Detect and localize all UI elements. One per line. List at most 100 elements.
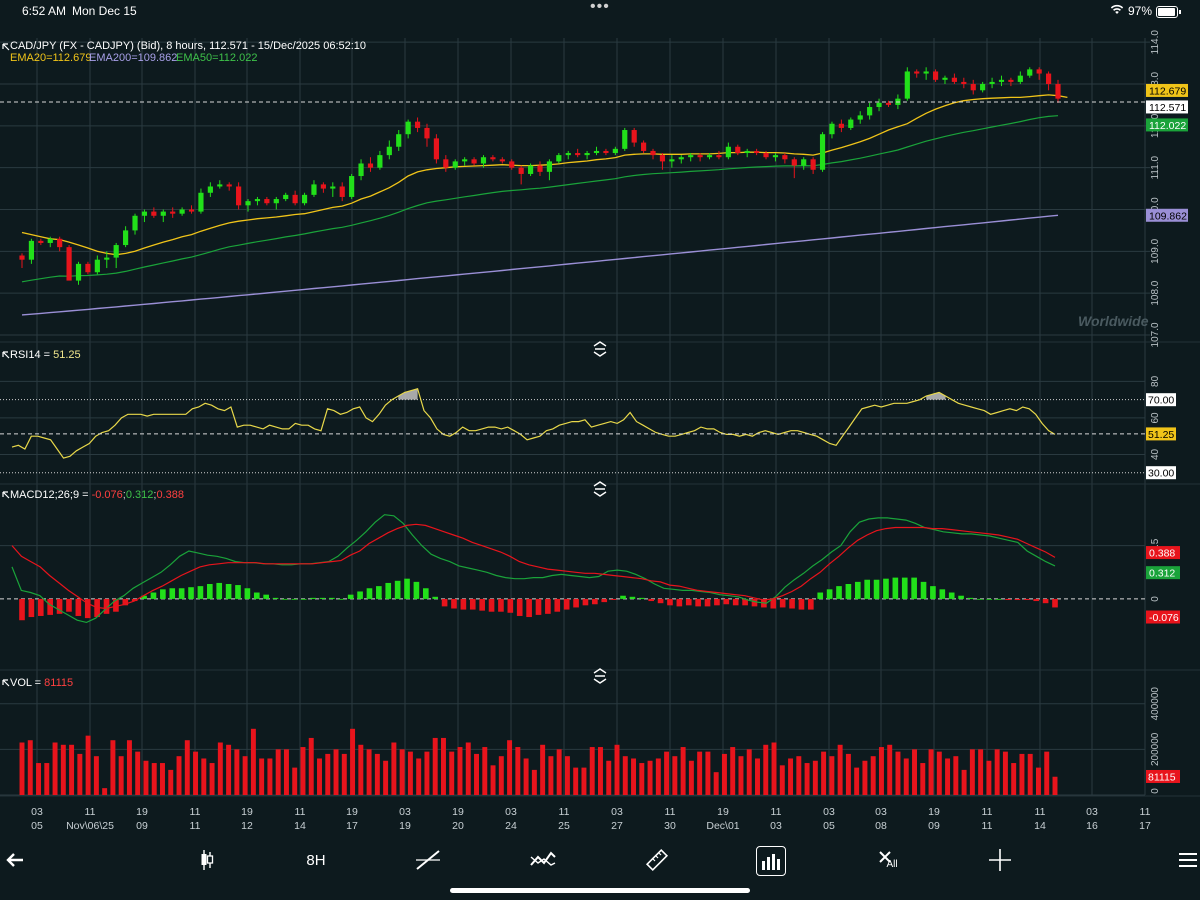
candle — [1036, 67, 1042, 80]
candle — [885, 100, 892, 108]
volume-bar — [688, 760, 694, 795]
macd-value-tag: 0.388 — [1146, 546, 1180, 560]
candle-body — [914, 71, 920, 74]
price-tag-bg — [1146, 100, 1188, 114]
volume-bar — [515, 747, 521, 795]
macd-histogram-bar — [911, 577, 917, 599]
candle — [1055, 79, 1061, 103]
multitask-dots-icon[interactable]: ••• — [590, 0, 610, 15]
trendline-icon[interactable] — [414, 846, 442, 874]
rsi-level-tag: 70.00 — [1146, 393, 1176, 407]
panel-resize-handle-icon[interactable] — [593, 481, 607, 497]
candle-body — [659, 155, 666, 162]
candle-body — [47, 238, 53, 243]
volume-bar — [755, 758, 760, 795]
candle — [424, 123, 430, 147]
volume-bar — [259, 758, 265, 795]
ruler-icon[interactable] — [644, 846, 670, 874]
home-indicator[interactable] — [450, 888, 750, 893]
price-tag-bg — [1146, 83, 1188, 97]
panel-resize-handle-icon[interactable] — [593, 668, 607, 684]
trading-chart[interactable]: 114.0113.0112.0111.0110.0109.0108.0107.0… — [0, 24, 1200, 838]
candle — [838, 119, 844, 133]
macd-histogram-bar — [629, 596, 636, 599]
volume-bar — [407, 751, 413, 795]
candle-body — [857, 115, 863, 120]
volume-bar — [920, 763, 926, 795]
price-tag-bg — [1146, 118, 1188, 132]
panel-resize-handle-icon[interactable] — [593, 341, 607, 357]
macd-histogram-bar — [779, 598, 786, 608]
candle-body — [885, 102, 892, 105]
volume-bar — [622, 756, 628, 795]
ema20-legend: EMA20=112.679 — [10, 52, 91, 64]
candle-body — [226, 184, 232, 187]
candle-body — [735, 146, 741, 154]
candle-body — [132, 215, 138, 231]
volume-bar — [432, 737, 438, 795]
back-arrow-icon[interactable] — [4, 846, 26, 874]
candle — [123, 226, 129, 248]
macd-histogram-bar — [319, 597, 326, 599]
x-tick-month: 11 — [982, 820, 993, 832]
macd-histogram-bar — [770, 598, 777, 609]
price-value-tag: 112.022 — [1146, 118, 1188, 132]
candle — [414, 117, 421, 133]
volume-bar — [27, 740, 33, 795]
volume-bar — [374, 753, 380, 795]
rsi-tag-bg — [1146, 427, 1176, 441]
macd-histogram-bar — [714, 598, 720, 606]
candle-body — [546, 161, 553, 172]
volume-bar — [135, 751, 141, 795]
rsi-tick-label: 80 — [1150, 375, 1161, 387]
candle — [735, 144, 741, 156]
macd-histogram-bar — [836, 586, 842, 599]
macd-value-tag: 0.312 — [1146, 566, 1180, 580]
crosshair-icon[interactable] — [986, 846, 1014, 874]
bar-chart-icon[interactable] — [756, 846, 786, 876]
candle — [66, 245, 72, 281]
resize-arrows — [593, 481, 607, 497]
candle-body — [443, 159, 449, 168]
candle-body — [236, 186, 242, 206]
volume-bar — [242, 756, 248, 795]
candle-body — [424, 127, 430, 139]
x-tick-month: 20 — [452, 820, 464, 832]
x-tick-day: 03 — [505, 806, 517, 818]
candle-body — [245, 201, 251, 206]
price-value-tag: 112.679 — [1146, 83, 1188, 97]
candle-body — [358, 163, 364, 177]
macd-histogram-bar — [817, 592, 824, 599]
candle-body — [330, 186, 336, 189]
candle — [782, 153, 788, 164]
volume-bar — [69, 744, 75, 795]
candle-body — [207, 186, 213, 193]
x-tick-day: 11 — [982, 806, 993, 818]
menu-icon[interactable] — [1178, 846, 1198, 874]
macd-tag-bg — [1146, 546, 1180, 560]
volume-bar — [209, 763, 215, 795]
candle — [188, 205, 195, 214]
candle — [923, 67, 929, 80]
delete-all-button[interactable]: All — [870, 846, 900, 874]
candle — [1027, 67, 1033, 78]
indicator-icon[interactable] — [528, 846, 558, 874]
macd-histogram-bar — [169, 588, 176, 599]
panel-move-icon — [2, 351, 10, 359]
candle-type-icon[interactable] — [196, 846, 218, 874]
macd-histogram-bar — [901, 577, 908, 599]
volume-bar — [292, 767, 298, 795]
timeframe-button[interactable]: 8H — [306, 851, 326, 869]
volume-bar — [887, 744, 893, 795]
candle — [1045, 71, 1052, 91]
volume-bar — [350, 728, 356, 795]
x-tick-month: Nov\06\25 — [66, 820, 114, 832]
macd-value-tag: -0.076 — [1146, 610, 1180, 624]
candle — [942, 75, 948, 85]
candle — [678, 155, 684, 164]
macd-histogram-bar — [197, 586, 204, 599]
candle-body — [556, 155, 562, 162]
status-bar: 6:52 AM Mon Dec 15 ••• 97% — [0, 0, 1200, 24]
volume-bar — [598, 747, 603, 795]
volume-bar — [317, 758, 322, 795]
